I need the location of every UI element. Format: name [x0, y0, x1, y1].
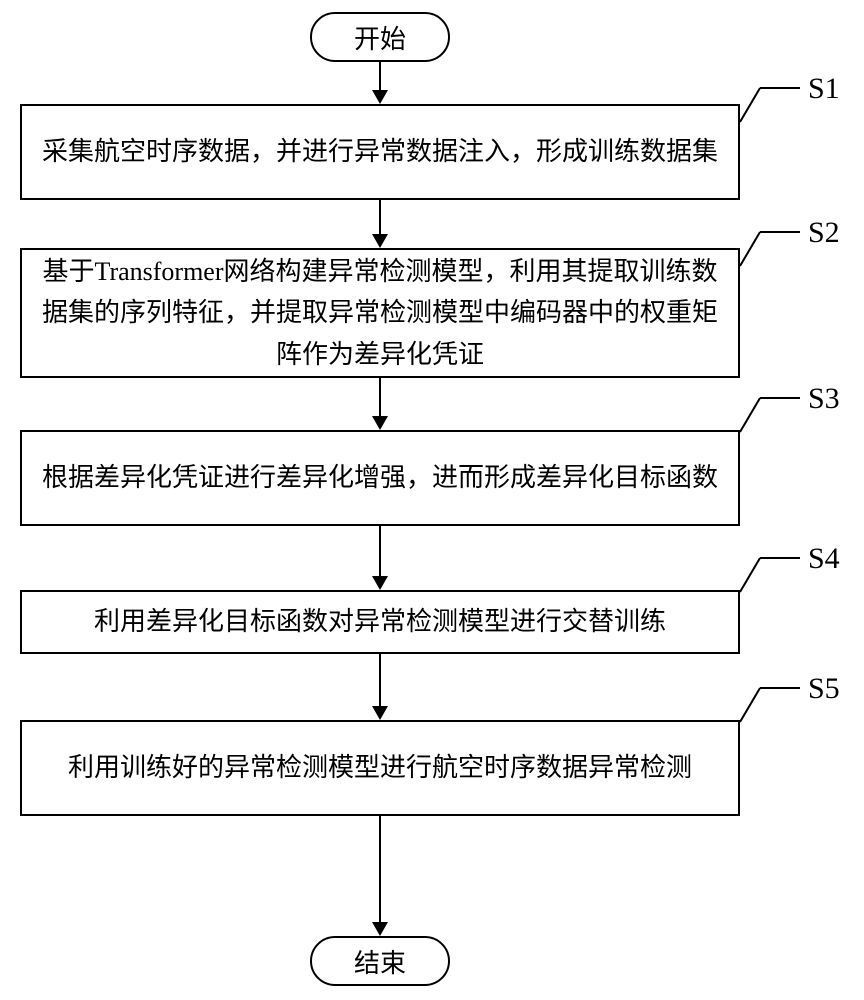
- arrow-head: [372, 90, 388, 104]
- callout-line-s4: [740, 556, 810, 596]
- terminator-end-text: 结束: [354, 943, 406, 980]
- step-label-s1: S1: [808, 72, 840, 106]
- process-s3: 根据差异化凭证进行差异化增强，进而形成差异化目标函数: [20, 430, 740, 526]
- arrow: [379, 816, 381, 922]
- arrow: [379, 62, 381, 90]
- callout-line-s5: [740, 686, 810, 726]
- step-label-s4: S4: [808, 542, 840, 576]
- callout-line-s2: [740, 230, 810, 270]
- arrow-head: [372, 922, 388, 936]
- step-label-s2: S2: [808, 216, 840, 250]
- terminator-start-text: 开始: [354, 19, 406, 56]
- arrow: [379, 654, 381, 706]
- process-s2-text: 基于Transformer网络构建异常检测模型，利用其提取训练数据集的序列特征，…: [42, 251, 718, 376]
- arrow: [379, 526, 381, 576]
- process-s3-text: 根据差异化凭证进行差异化增强，进而形成差异化目标函数: [42, 457, 718, 499]
- terminator-end: 结束: [310, 936, 450, 986]
- process-s5-text: 利用训练好的异常检测模型进行航空时序数据异常检测: [68, 747, 692, 789]
- flowchart-container: 开始 采集航空时序数据，并进行异常数据注入，形成训练数据集 S1 基于Trans…: [0, 0, 864, 1000]
- callout-line-s3: [740, 396, 810, 436]
- arrow-head: [372, 706, 388, 720]
- callout-line-s1: [740, 86, 810, 126]
- process-s5: 利用训练好的异常检测模型进行航空时序数据异常检测: [20, 720, 740, 816]
- process-s2: 基于Transformer网络构建异常检测模型，利用其提取训练数据集的序列特征，…: [20, 248, 740, 378]
- arrow-head: [372, 576, 388, 590]
- arrow: [379, 378, 381, 416]
- arrow-head: [372, 234, 388, 248]
- step-label-s3: S3: [808, 382, 840, 416]
- process-s4: 利用差异化目标函数对异常检测模型进行交替训练: [20, 590, 740, 654]
- process-s1-text: 采集航空时序数据，并进行异常数据注入，形成训练数据集: [42, 131, 718, 173]
- arrow: [379, 200, 381, 234]
- step-label-s5: S5: [808, 672, 840, 706]
- terminator-start: 开始: [310, 12, 450, 62]
- process-s1: 采集航空时序数据，并进行异常数据注入，形成训练数据集: [20, 104, 740, 200]
- arrow-head: [372, 416, 388, 430]
- process-s4-text: 利用差异化目标函数对异常检测模型进行交替训练: [94, 601, 666, 643]
